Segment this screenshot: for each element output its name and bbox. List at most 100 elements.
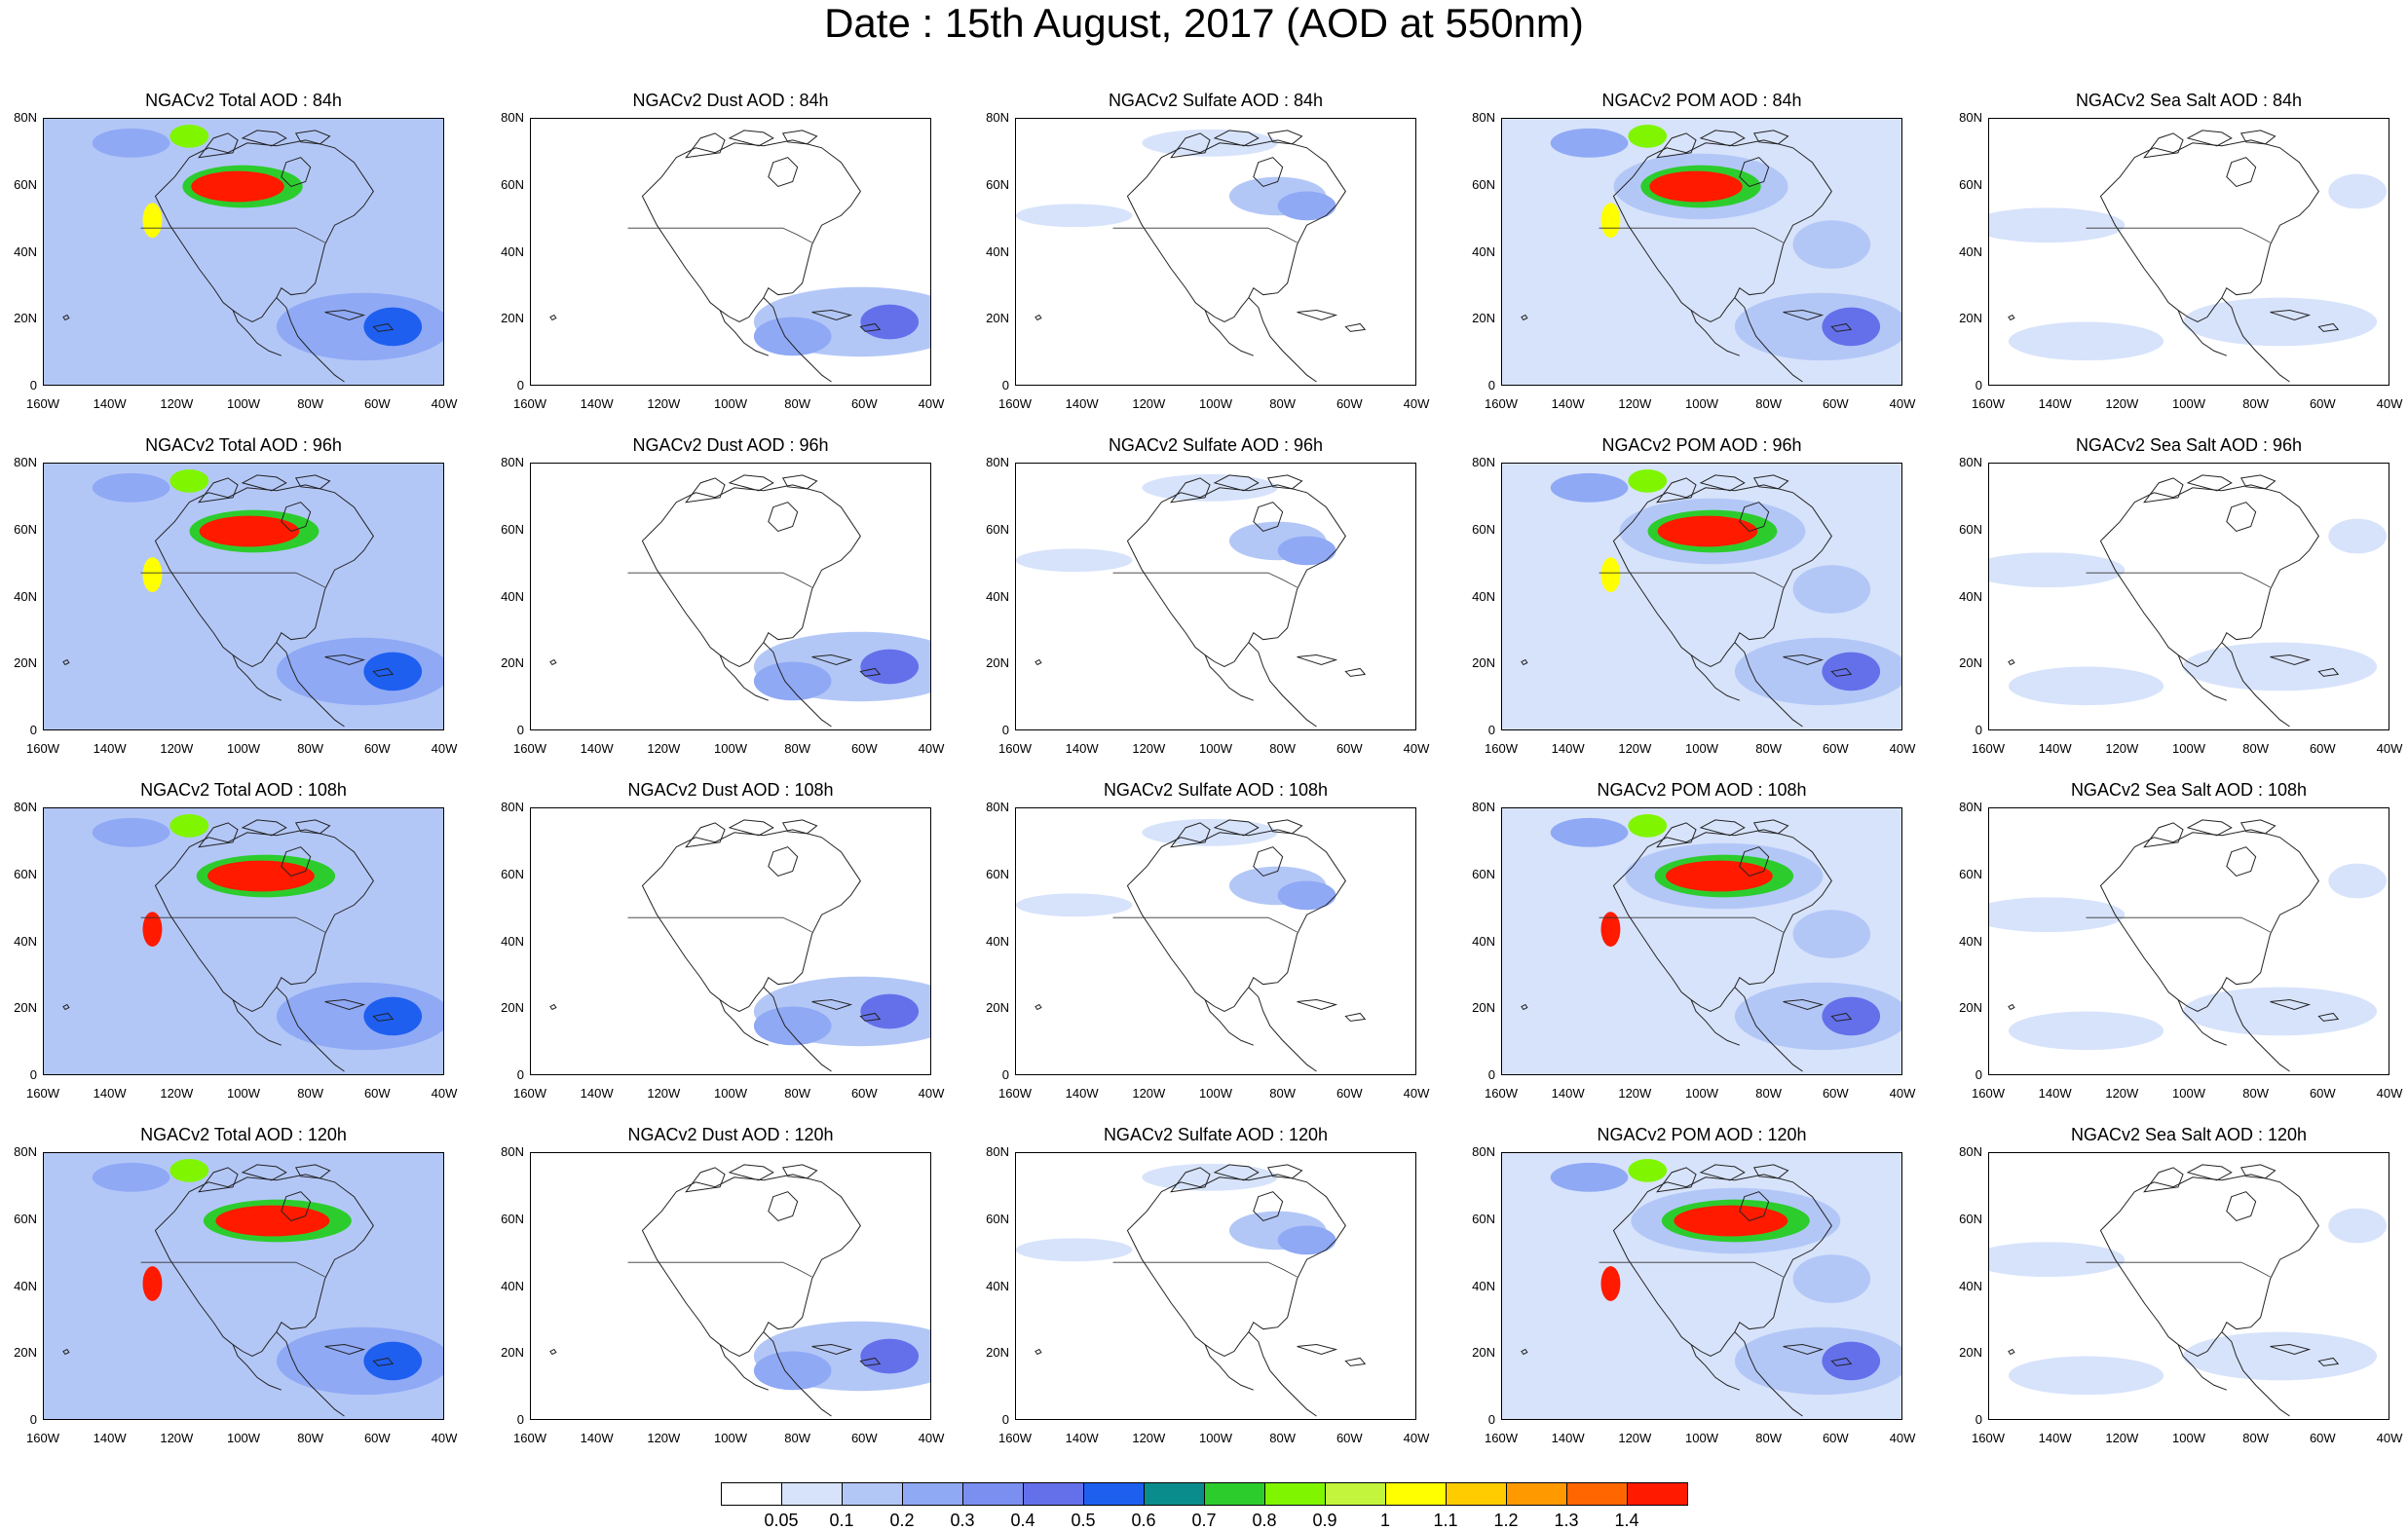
x-tick-label: 120W [647,396,681,411]
x-tick-label: 140W [1551,741,1585,756]
aod-plume [2328,863,2388,899]
colorbar-label: 0.8 [1252,1511,1277,1530]
x-tick-label: 60W [1336,741,1363,756]
aod-plume [1600,203,1621,239]
coastline [372,322,395,332]
coastline [1830,667,1853,677]
y-tick-label: 0 [1001,378,1009,392]
x-tick-label: 160W [1485,1086,1518,1101]
coastline [2143,822,2184,848]
coastline [641,829,861,1013]
y-tick-label: 0 [516,378,524,392]
y-tick-label: 0 [1001,723,1009,737]
coastline [1699,819,1746,837]
y-tick-label: 80N [986,1144,1009,1159]
aod-plume [1277,191,1336,221]
aod-map [1016,818,1367,1072]
panel-title: NGACv2 Dust AOD : 108h [627,780,834,800]
coastline [2226,846,2257,878]
coastline [2008,1348,2015,1356]
coastline [1734,642,1803,728]
coastline [1170,477,1211,504]
aod-plume [1657,515,1758,547]
map-frame [1015,1152,1416,1420]
aod-plume [1016,204,1133,228]
y-tick-label: 40N [986,588,1009,604]
coastline [232,310,282,356]
colorbar-label: 0.1 [829,1511,854,1530]
y-tick-label: 60N [986,866,1009,881]
coastline [1126,829,1346,1013]
colorbar-label: 0.7 [1191,1511,1217,1530]
x-tick-label: 120W [1132,1431,1166,1445]
aod-plume [1665,860,1773,892]
x-tick-label: 120W [647,1086,681,1101]
map-frame [530,118,931,386]
x-tick-label: 120W [2105,1086,2139,1101]
y-tick-label: 80N [14,110,37,125]
aod-plume [334,565,413,614]
y-tick-label: 40N [501,933,524,949]
x-tick-label: 80W [2242,1086,2270,1101]
y-tick-label: 20N [1959,311,1982,326]
y-tick-label: 80N [1472,800,1495,814]
x-tick-label: 60W [1822,741,1849,756]
coastline [154,1174,374,1358]
map-panel: NGACv2 Sea Salt AOD : 96h 80N 60N 40N 20N 0 16… [1959,435,2402,756]
coastline [1344,322,1367,332]
coastline [763,1331,832,1417]
coastline [1830,1012,1853,1022]
coastline [324,1344,366,1356]
coastline [2239,1164,2276,1179]
aod-plume [1277,536,1336,566]
aod-plume [1822,996,1881,1036]
coastline [1344,1012,1367,1022]
y-tick-label: 40N [501,1278,524,1293]
coastline [2317,1012,2340,1022]
x-tick-label: 100W [1199,741,1232,756]
x-tick-label: 160W [998,1086,1032,1101]
y-tick-label: 40N [501,588,524,604]
map-panel: NGACv2 POM AOD : 108h 80N 60N 40N 20N 0 160W 14… [1472,780,1915,1101]
aod-plume [1550,817,1629,847]
coastline [2177,654,2227,701]
aod-map [44,1153,443,1419]
x-tick-label: 80W [1269,396,1297,411]
y-tick-label: 0 [1975,723,1982,737]
x-tick-label: 40W [918,741,945,756]
y-tick-label: 0 [1001,1067,1009,1082]
coastline [641,484,861,668]
y-tick-label: 80N [1959,800,1982,814]
coastline [2226,502,2257,533]
colorbar-segment [1506,1482,1567,1506]
coastline [1656,1167,1697,1193]
coastline [2143,477,2184,504]
aod-map [44,119,443,385]
y-tick-label: 40N [1472,933,1495,949]
coastline [685,1167,726,1193]
coastline [768,502,799,533]
coastline [1521,658,1528,666]
aod-plume [215,1205,330,1237]
map-frame [1015,463,1416,730]
aod-plume [860,304,920,340]
coastline [1253,1191,1284,1222]
country-border [1599,1261,1784,1278]
coastline [372,1012,395,1022]
aod-map [549,819,930,1072]
aod-plume [1600,1266,1621,1301]
x-tick-label: 120W [1618,396,1652,411]
y-tick-label: 80N [1959,1144,1982,1159]
aod-plume [1142,473,1278,502]
x-tick-label: 100W [714,396,747,411]
map-panel: NGACv2 Sulfate AOD : 108h 80N 60N 40N 20N 0 16… [986,780,1429,1101]
coastline [2226,157,2257,188]
x-tick-label: 100W [714,1086,747,1101]
coastline [2221,297,2290,383]
x-tick-label: 100W [227,1086,260,1101]
colorbar-segment [1264,1482,1326,1506]
coastline [62,1003,70,1011]
coastline [1297,999,1338,1011]
aod-plume [2183,1331,2378,1381]
x-tick-label: 120W [1618,741,1652,756]
